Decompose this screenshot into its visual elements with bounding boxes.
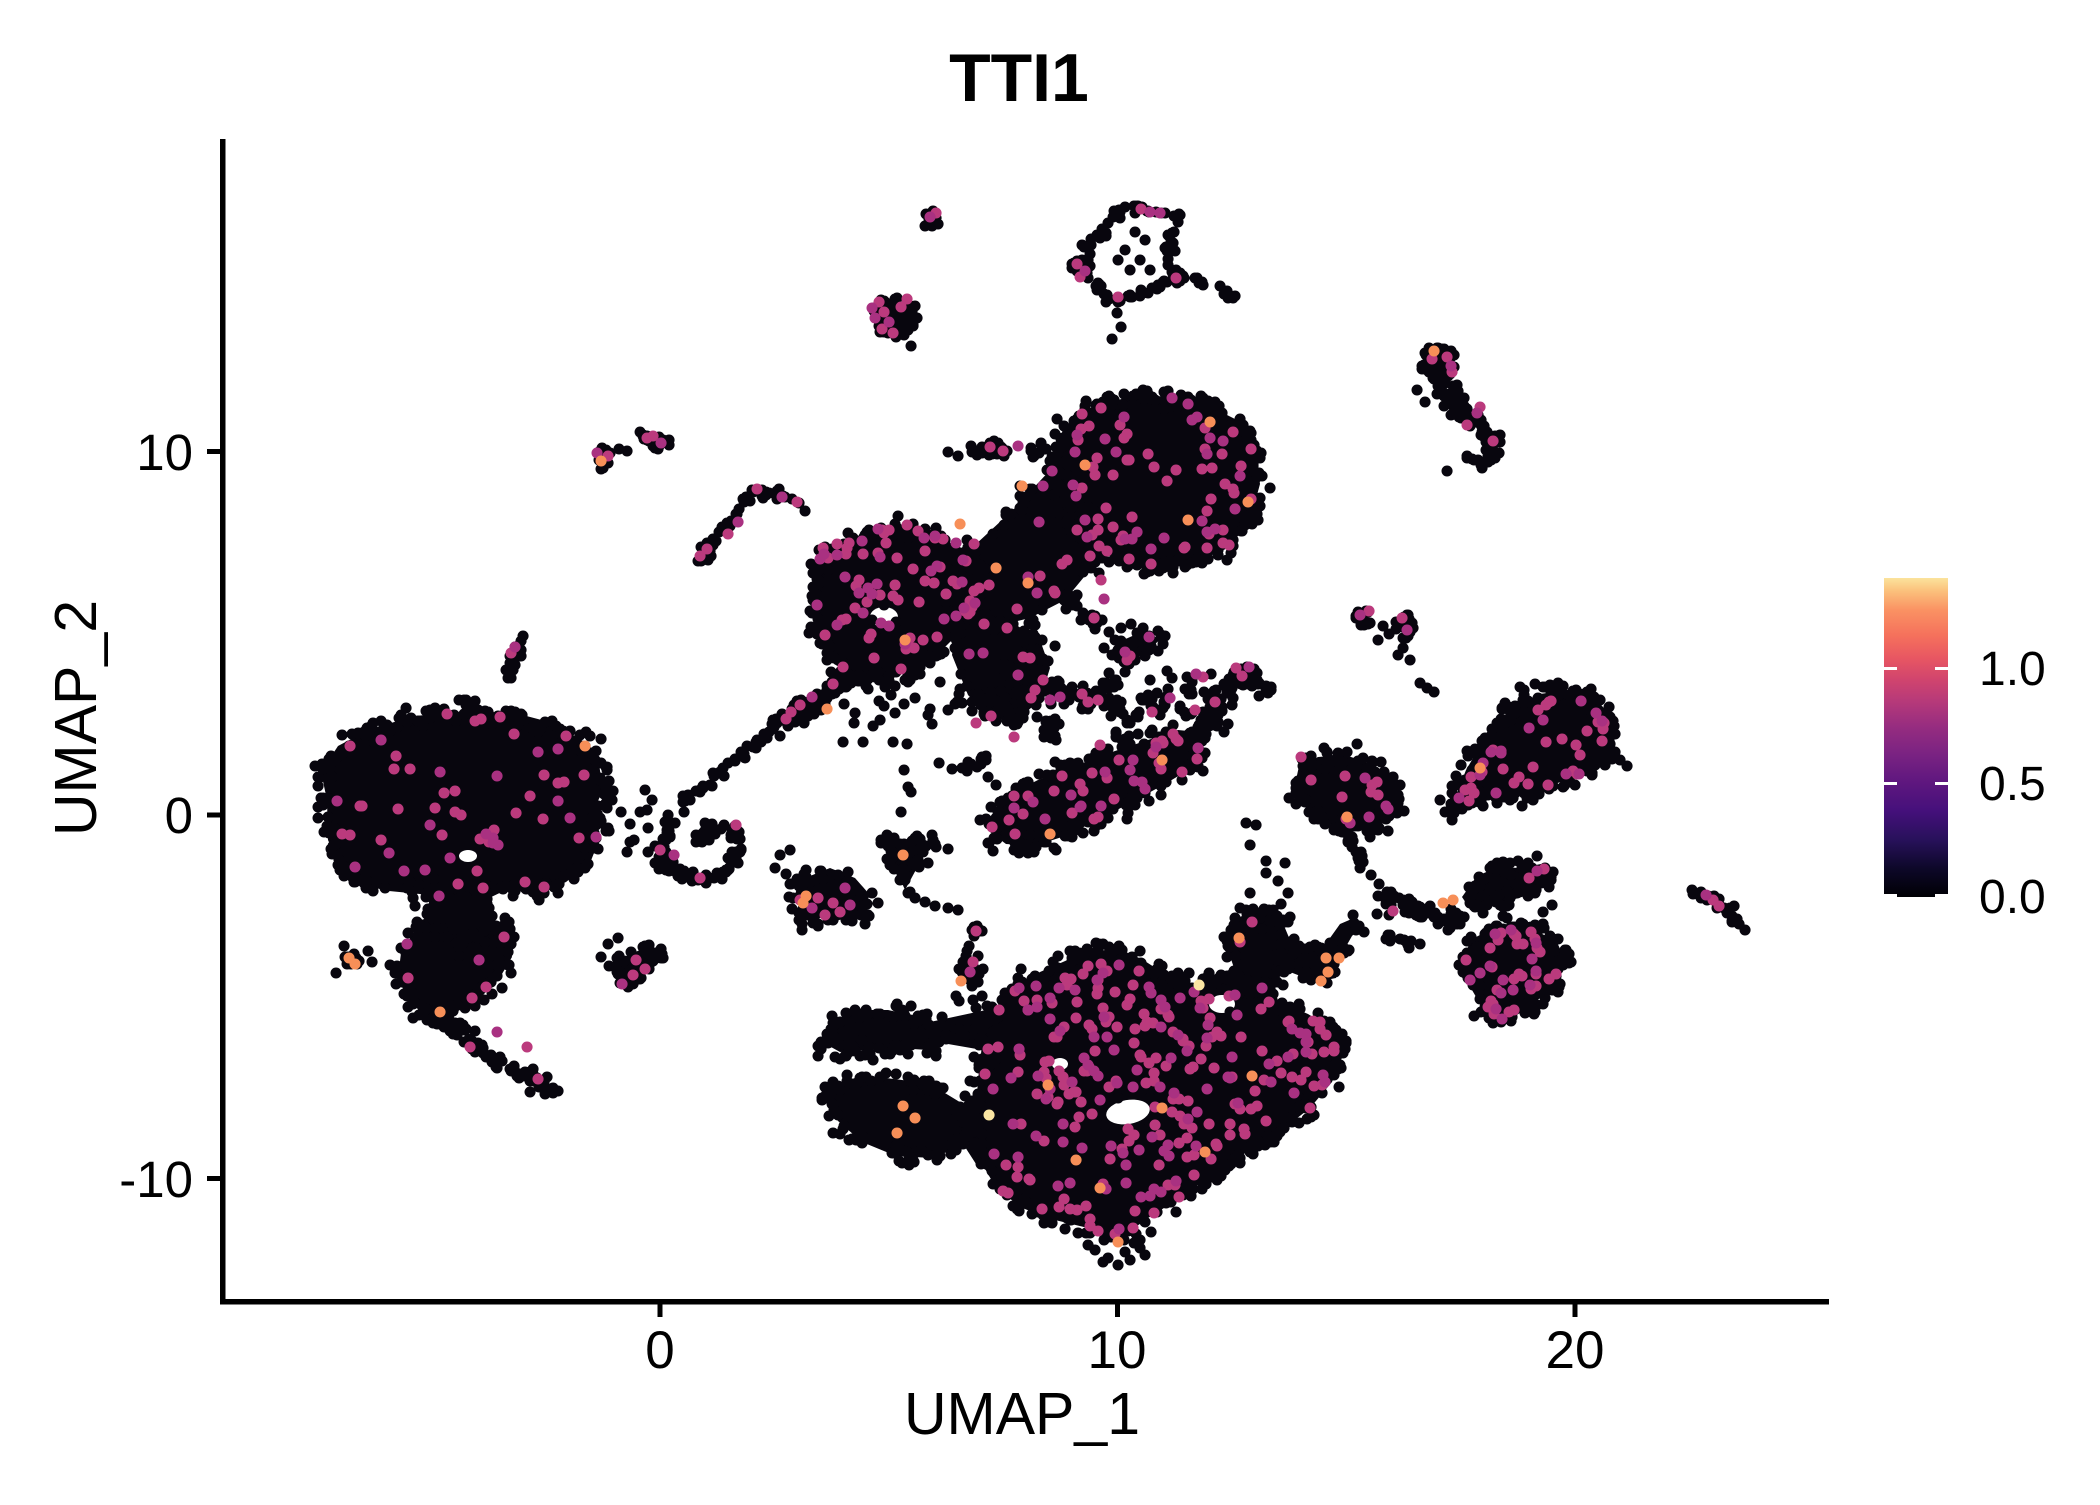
svg-text:0.5: 0.5	[1979, 758, 2046, 811]
svg-text:TTI1: TTI1	[949, 40, 1089, 116]
svg-text:10: 10	[1088, 1321, 1147, 1380]
svg-text:0.0: 0.0	[1979, 871, 2046, 924]
svg-text:-10: -10	[119, 1151, 193, 1208]
svg-text:1.0: 1.0	[1979, 643, 2046, 696]
svg-text:0: 0	[645, 1321, 674, 1380]
svg-text:20: 20	[1546, 1321, 1605, 1380]
svg-text:0: 0	[165, 787, 193, 844]
svg-text:UMAP_2: UMAP_2	[43, 600, 109, 836]
svg-text:10: 10	[136, 424, 193, 481]
svg-text:UMAP_1: UMAP_1	[904, 1381, 1140, 1447]
